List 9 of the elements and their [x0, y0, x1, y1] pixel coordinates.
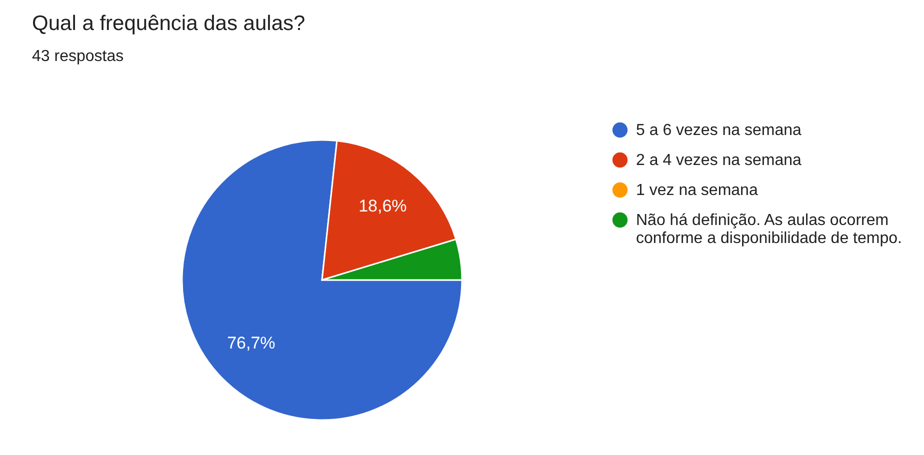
legend-label: Não há definição. As aulas ocorrem conforme a disponibilidade de tempo. [636, 212, 902, 247]
chart-subtitle: 43 respostas [32, 48, 124, 65]
legend-label: 1 vez na semana [636, 182, 758, 199]
data-label: 18,6% [358, 196, 407, 216]
legend-label: 5 a 6 vezes na semana [636, 122, 802, 139]
data-label: 76,7% [227, 334, 276, 353]
pie-slice [181, 139, 463, 421]
chart-title: Qual a frequência das aulas? [32, 12, 306, 35]
legend-label: 2 a 4 vezes na semana [636, 152, 802, 169]
